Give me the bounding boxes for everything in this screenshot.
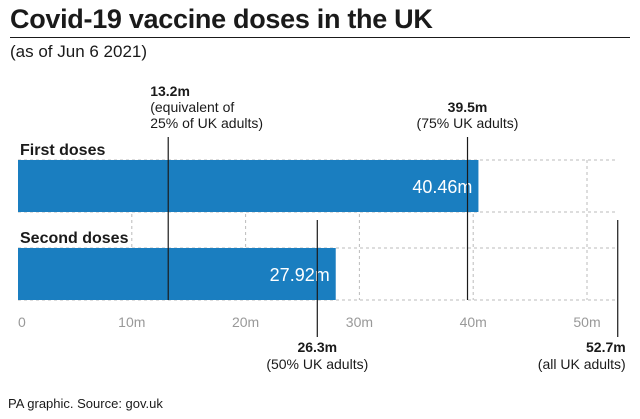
- category-label-0: First doses: [20, 142, 105, 159]
- x-tick-label-3: 30m: [346, 314, 373, 330]
- chart-subtitle: (as of Jun 6 2021): [10, 42, 148, 61]
- bar-1: [18, 248, 336, 300]
- x-tick-label-2: 20m: [232, 314, 259, 330]
- reference-value-0: 13.2m: [150, 83, 190, 99]
- reference-value-3: 52.7m: [586, 339, 626, 355]
- value-label-0: 40.46m: [412, 177, 472, 197]
- category-label-1: Second doses: [20, 230, 129, 247]
- x-tick-label-0: 0: [18, 314, 26, 330]
- x-tick-label-5: 50m: [573, 314, 600, 330]
- chart-title: Covid-19 vaccine doses in the UK: [10, 4, 433, 34]
- value-label-1: 27.92m: [270, 265, 330, 285]
- reference-note-0-1: 25% of UK adults): [150, 115, 263, 131]
- reference-note-1-0: (75% UK adults): [417, 115, 519, 131]
- reference-value-1: 39.5m: [448, 99, 488, 115]
- reference-value-2: 26.3m: [297, 339, 337, 355]
- x-tick-label-4: 40m: [460, 314, 487, 330]
- source-note: PA graphic. Source: gov.uk: [8, 396, 163, 411]
- x-tick-label-1: 10m: [118, 314, 145, 330]
- reference-note-3-0: (all UK adults): [538, 356, 626, 372]
- bar-0: [18, 160, 479, 212]
- reference-note-0-0: (equivalent of: [150, 99, 234, 115]
- reference-note-2-0: (50% UK adults): [266, 356, 368, 372]
- title-rule: [10, 37, 630, 38]
